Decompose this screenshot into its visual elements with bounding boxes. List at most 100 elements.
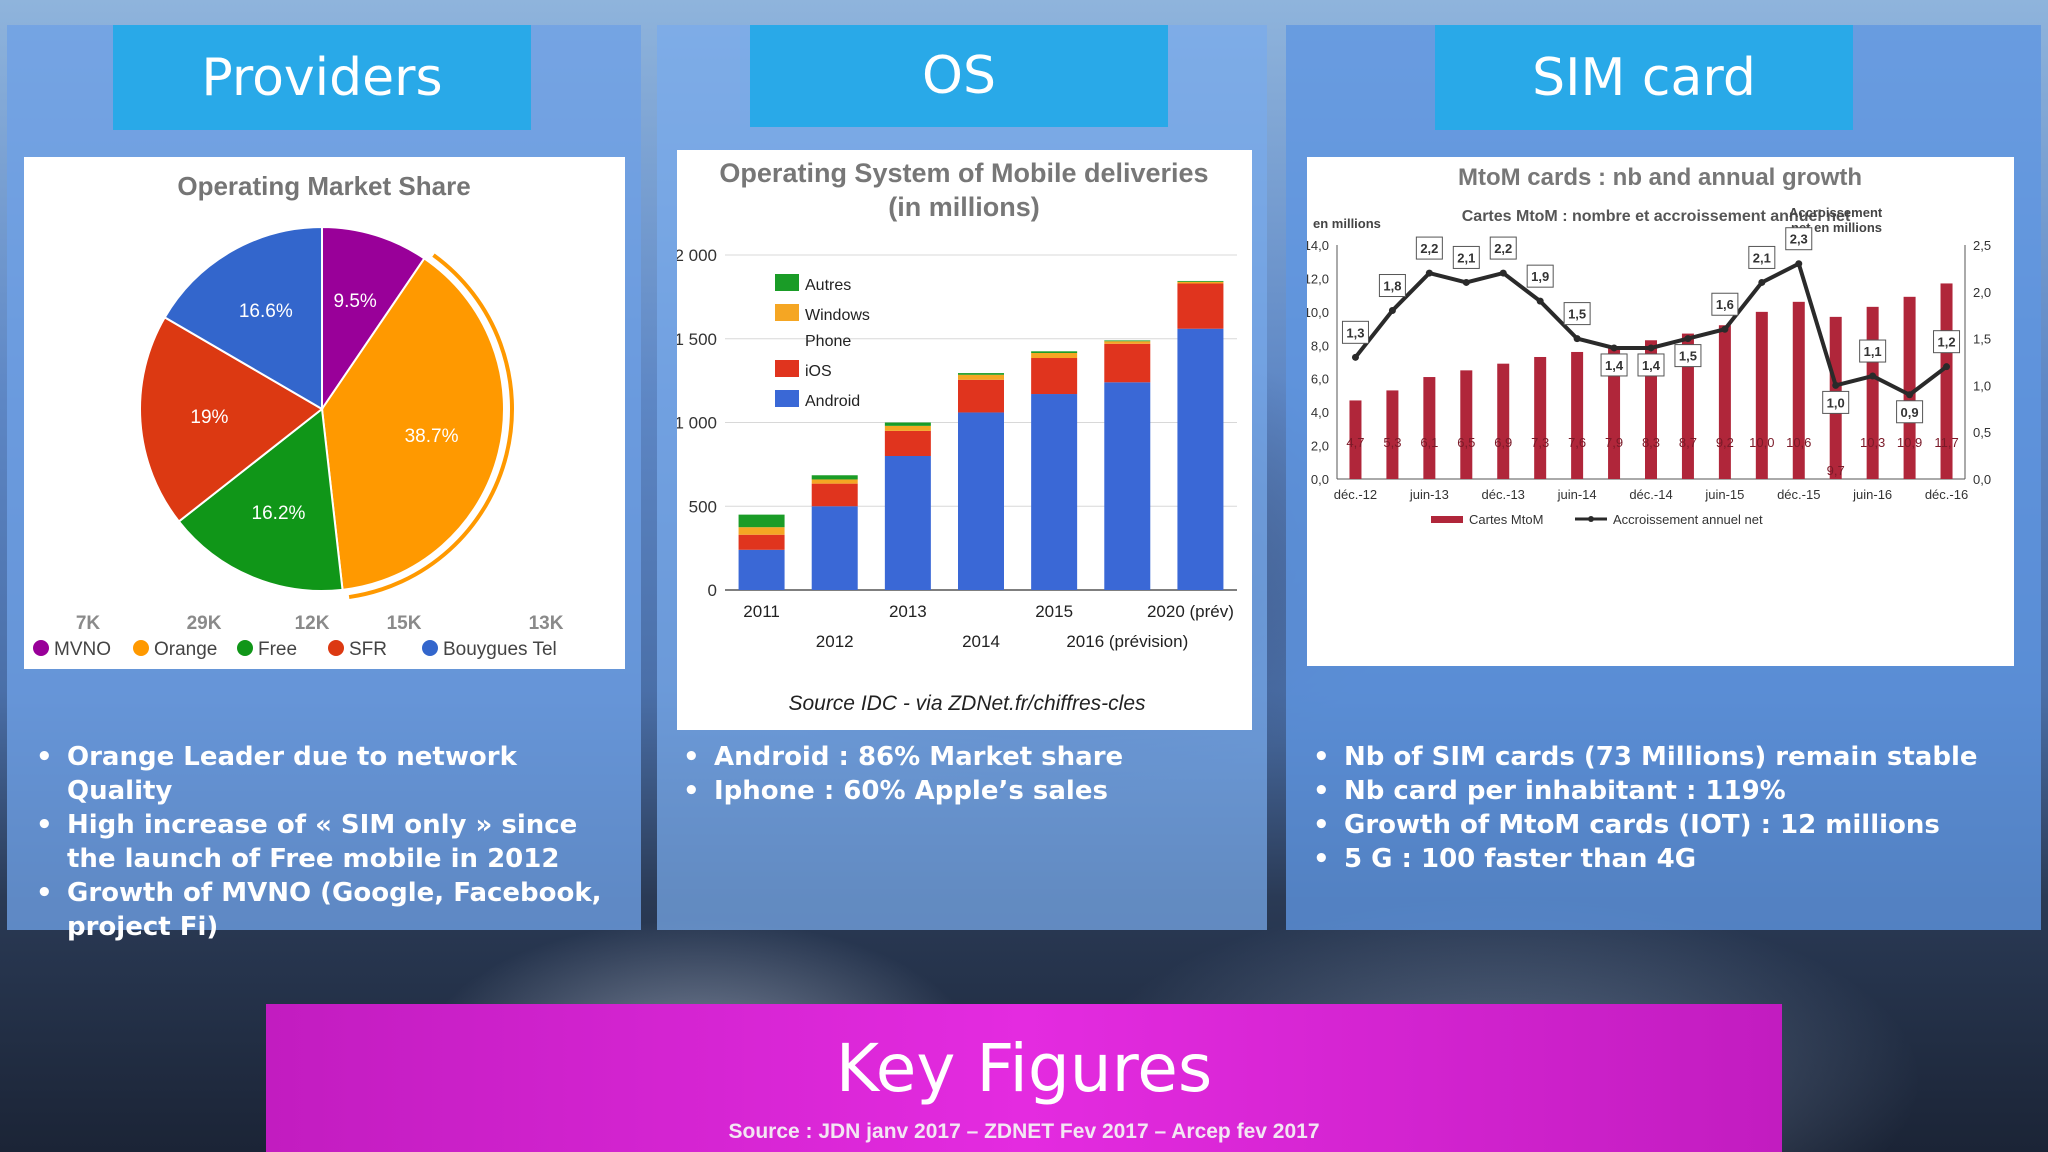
pie-slice-label: 19% [190, 407, 228, 428]
providers-bullets: Orange Leader due to network Quality Hig… [30, 740, 630, 944]
bar-value-label: 7,6 [1568, 435, 1586, 450]
bar-segment-autres [1104, 340, 1151, 342]
growth-label-box [1489, 236, 1517, 260]
legend-swatch [775, 304, 799, 321]
bar-segment-ios [958, 379, 1004, 413]
pie-slice-mvno [321, 225, 426, 413]
x-tick-label: juin-16 [1852, 487, 1892, 502]
pie-slice-label: 9.5% [334, 291, 377, 312]
growth-point [1684, 335, 1692, 343]
pie-slice-label: 38.7% [405, 426, 459, 447]
growth-value-label: 1,8 [1383, 279, 1401, 294]
bar-segment-windows-phone [811, 479, 858, 484]
chart-subtitle: Cartes MtoM : nombre et accroissement an… [1462, 208, 1851, 225]
y-tick-label: 1 500 [677, 330, 717, 349]
bar-segment-android [1177, 328, 1224, 590]
bar-value-label: 8,3 [1642, 435, 1660, 450]
os-title: OS [750, 25, 1168, 127]
growth-value-label: 1,2 [1937, 335, 1955, 350]
sim-title: SIM card [1435, 25, 1853, 130]
growth-label-box [1933, 330, 1961, 354]
bar-segment-ios [811, 483, 858, 507]
x-tick-label: 2016 (prévision) [1066, 632, 1188, 651]
growth-label-box [1452, 245, 1480, 269]
legend-swatch [133, 640, 149, 656]
mtom-bar [1608, 346, 1621, 479]
growth-value-label: 1,6 [1716, 297, 1734, 312]
y-tick-label: 4,0 [1311, 405, 1329, 420]
x-tick-label: déc.-15 [1777, 487, 1820, 502]
y2-tick-label: 2,5 [1973, 238, 1991, 253]
bar-value-label: 11,7 [1934, 435, 1958, 450]
mtom-bar [1349, 400, 1362, 479]
pie-slice-label: 16.2% [252, 503, 306, 524]
bar-value-label: 10,3 [1860, 435, 1885, 450]
bar-segment-android [884, 456, 931, 590]
bar-value-label: 6,5 [1457, 435, 1475, 450]
growth-value-label: 2,1 [1753, 250, 1771, 265]
bullet-item: 5 G : 100 faster than 4G [1307, 842, 2037, 876]
y-tick-label: 1 000 [677, 414, 717, 433]
growth-value-label: 1,9 [1531, 269, 1549, 284]
bar-segment-autres [1177, 280, 1224, 282]
pie-slice-bouygues-tel [163, 225, 323, 411]
growth-value-label: 2,1 [1457, 250, 1475, 265]
footer-source: Source : JDN janv 2017 – ZDNET Fev 2017 … [728, 1120, 1320, 1143]
x-tick-label: juin-15 [1704, 487, 1744, 502]
growth-value-label: 0,9 [1901, 405, 1919, 420]
bar-value-label: 6,9 [1494, 435, 1512, 450]
x-tick-label: 2013 [889, 602, 927, 621]
x-tick-label: 2020 (prév) [1147, 602, 1234, 621]
bar-segment-windows-phone [884, 425, 931, 431]
mtom-bar [1866, 306, 1879, 479]
mtom-chart-card: MtoM cards : nb and annual growth Cartes … [1304, 157, 2014, 666]
y2-tick-label: 1,0 [1973, 378, 1991, 393]
mtom-bar [1423, 377, 1436, 479]
bar-value-label: 7,9 [1605, 435, 1623, 450]
bar-segment-autres [738, 514, 785, 528]
y-tick-label: 12,0 [1307, 271, 1329, 286]
growth-point [1536, 297, 1544, 305]
bar-segment-android [1104, 382, 1151, 590]
y-tick-label: 10,0 [1307, 305, 1329, 320]
legend-label: iOS [805, 363, 832, 380]
growth-point [1906, 391, 1914, 399]
mtom-bar [1497, 363, 1510, 479]
bullet-item: Nb of SIM cards (73 Millions) remain sta… [1307, 740, 2037, 774]
legend-label: Windows [805, 307, 870, 324]
bar-segment-ios [1031, 358, 1078, 395]
legend-label: Cartes MtoM [1469, 512, 1543, 527]
pie-highlight-arc [348, 253, 514, 600]
growth-value-label: 1,1 [1864, 344, 1882, 359]
y-tick-label: 500 [689, 497, 717, 516]
growth-point [1610, 344, 1618, 352]
legend-label: Autres [805, 277, 851, 294]
pie-chart-card: Operating Market Share 9.5% 38.7% 16.2% 19% 1… [24, 157, 625, 669]
chart-title: Operating System of Mobile deliveries [719, 158, 1208, 188]
legend-value: 15K [387, 613, 422, 634]
providers-panel: Providers Operating Market Share 9.5% 38.7… [7, 25, 641, 942]
pie-chart: Operating Market Share 9.5% 38.7% 16.2% 19% 1… [33, 171, 564, 660]
growth-label-box [1341, 320, 1369, 344]
growth-label-box [1526, 264, 1554, 288]
x-tick-label: déc.-13 [1482, 487, 1525, 502]
legend-label: Bouygues Tel [443, 639, 557, 660]
right-axis-label: net en millions [1791, 220, 1882, 235]
y-tick-label: 0 [708, 581, 717, 600]
growth-point [1351, 353, 1359, 361]
bar-segment-windows-phone [1031, 352, 1078, 359]
growth-value-label: 1,5 [1679, 349, 1697, 364]
growth-label-box [1563, 302, 1591, 326]
growth-label-box [1378, 274, 1406, 298]
bullet-item: Growth of MtoM cards (IOT) : 12 millions [1307, 808, 2037, 842]
growth-label-box [1785, 227, 1813, 251]
y2-tick-label: 2,0 [1973, 285, 1991, 300]
growth-point [1573, 335, 1581, 343]
bullet-item: Orange Leader due to network Quality [30, 740, 630, 808]
bar-value-label: 9,2 [1716, 435, 1734, 450]
x-tick-label: 2012 [816, 632, 854, 651]
chart-title: Operating Market Share [177, 171, 470, 201]
growth-point [1832, 381, 1840, 389]
legend-label: Free [258, 639, 297, 660]
growth-point [1869, 372, 1877, 380]
